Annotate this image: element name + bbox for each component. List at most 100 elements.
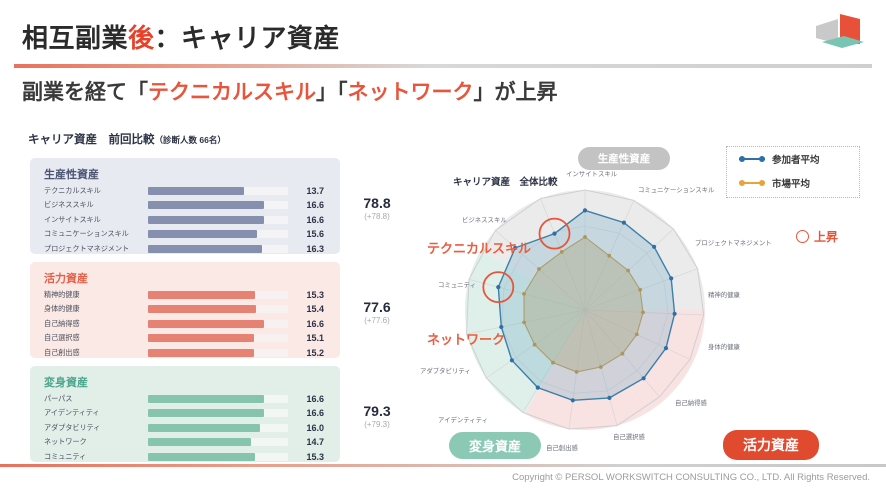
badge-vitality: 活力資産 (723, 430, 819, 460)
bar-group-vitality: 活力資産 精神的健康 15.3 身体的健康 15.4 自己納得感 16.6 自己選択感… (30, 262, 340, 358)
bar-track (148, 230, 288, 238)
bar-value: 16.6 (306, 214, 324, 225)
bar-row: パーパス 16.6 (44, 392, 328, 405)
bar-fill (148, 409, 265, 417)
bar-label: インサイトスキル (44, 214, 101, 224)
bar-value: 15.3 (306, 289, 324, 300)
bar-rows-transformation: パーパス 16.6 アイデンティティ 16.6 アダプタビリティ 16.0 ネットワー… (44, 392, 328, 465)
radar-axis-label: 身体的健康 (708, 344, 740, 351)
bar-track (148, 394, 288, 403)
left-panel-heading-text: キャリア資産 前回比較 (28, 134, 155, 146)
bar-label: ビジネススキル (44, 200, 94, 209)
subtitle-highlight-1: テクニカルスキル (148, 81, 316, 104)
radar-axis-label: インサイトスキル (566, 171, 618, 178)
bar-value: 15.6 (306, 229, 324, 239)
copyright-text: Copyright © PERSOL WORKSWITCH CONSULTING… (512, 472, 870, 483)
bar-value: 16.6 (306, 318, 324, 329)
subtitle-post: 」が上昇 (473, 81, 558, 104)
bar-label: アイデンティティ (44, 408, 100, 417)
bar-fill (148, 244, 263, 253)
bar-track (148, 305, 288, 313)
company-logo-icon (816, 14, 864, 48)
bar-label: テクニカルスキル (44, 185, 101, 195)
bar-value: 13.7 (306, 185, 324, 196)
bar-value: 16.6 (306, 393, 324, 404)
subtitle-mid: 」「 (316, 81, 348, 104)
bar-fill (148, 215, 265, 224)
total-value: 77.6 (363, 299, 391, 315)
total-delta: (+79.3) (364, 420, 390, 430)
bar-row: ビジネススキル 16.6 (44, 199, 328, 212)
bar-value: 15.2 (306, 347, 324, 358)
bar-track (148, 334, 288, 342)
bar-group-title: 生産性資産 (44, 169, 99, 181)
radar-axis-label: 精神的健康 (708, 292, 740, 299)
total-value: 78.8 (363, 195, 391, 211)
total-transformation: 79.3 (+79.3) (346, 403, 408, 430)
radar-axis-label: 自己創出感 (546, 445, 578, 452)
bar-fill (148, 186, 244, 195)
bar-value: 16.0 (306, 422, 324, 433)
left-panel-heading-sub: （診断人数 66名） (154, 135, 226, 145)
legend-item-participant: 参加者平均 (727, 147, 859, 171)
radar-axis-label: アダプタビリティ (420, 368, 471, 375)
legend-label: 市場平均 (772, 179, 811, 190)
bar-fill (148, 452, 256, 461)
total-delta: (+78.8) (364, 212, 390, 222)
bar-row: 自己創出感 15.2 (44, 346, 328, 359)
subtitle-pre: 副業を経て「 (22, 81, 148, 104)
bar-group-productivity: 生産性資産 テクニカルスキル 13.7 ビジネススキル 16.6 インサイトスキル 1… (30, 158, 340, 254)
bar-fill (148, 348, 255, 357)
bar-row: テクニカルスキル 13.7 (44, 184, 328, 197)
page-title-highlight: 後 (128, 23, 155, 53)
total-delta: (+77.6) (364, 316, 390, 326)
bar-row: 精神的健康 15.3 (44, 288, 328, 301)
highlight-circle-technical (538, 217, 571, 250)
bar-label: パーパス (44, 393, 73, 403)
bar-label: プロジェクトマネジメント (44, 243, 130, 253)
page-title: 相互副業後：キャリア資産 (22, 18, 340, 55)
bar-label: ネットワーク (44, 437, 87, 446)
bar-track (148, 438, 288, 446)
bar-track (148, 244, 288, 253)
annotation-network: ネットワーク (427, 332, 506, 347)
subtitle-highlight-2: ネットワーク (347, 81, 474, 104)
radar-axis-label: アイデンティティ (438, 417, 489, 424)
bar-fill (148, 290, 256, 299)
radar-axis-label: 自己選択感 (613, 434, 645, 441)
left-panel-heading: キャリア資産 前回比較（診断人数 66名） (28, 131, 226, 147)
radar-axis-label: ビジネススキル (462, 217, 507, 224)
rise-indicator: 上昇 (796, 228, 838, 245)
bar-label: 身体的健康 (44, 304, 80, 313)
bar-value: 15.1 (306, 333, 324, 343)
bar-row: コミュニティ 15.3 (44, 450, 328, 463)
bar-group-title: 活力資産 (44, 273, 88, 285)
bar-fill (148, 334, 254, 342)
annotation-technical-skill: テクニカルスキル (427, 241, 532, 256)
bar-track (148, 186, 288, 195)
bar-track (148, 348, 288, 357)
radar-axis-label: プロジェクトマネジメント (695, 240, 772, 247)
bar-row: アイデンティティ 16.6 (44, 407, 328, 420)
page-subtitle: 副業を経て「テクニカルスキル」「ネットワーク」が上昇 (22, 76, 558, 106)
bar-label: 精神的健康 (44, 289, 80, 299)
total-value: 79.3 (363, 403, 391, 419)
bar-row: プロジェクトマネジメント 16.3 (44, 242, 328, 255)
total-vitality: 77.6 (+77.6) (346, 299, 408, 326)
radar-chart: インサイトスキル コミュニケーションスキル プロジェクトマネジメント 精神的健康… (420, 150, 772, 460)
radar-axis-label: 自己納得感 (675, 400, 707, 407)
radar-legend: 参加者平均 市場平均 (726, 146, 860, 198)
bar-row: 自己選択感 15.1 (44, 332, 328, 345)
bar-label: 自己創出感 (44, 347, 80, 357)
bar-row: ネットワーク 14.7 (44, 436, 328, 449)
radar-series-participant (497, 209, 676, 402)
bar-value: 14.7 (306, 437, 324, 447)
bar-track (148, 409, 288, 417)
radar-axis-label: コミュニティ (438, 282, 476, 289)
radar-chart-title: キャリア資産 全体比較 (453, 177, 558, 188)
bar-row: コミュニケーションスキル 15.6 (44, 228, 328, 241)
badge-productivity: 生産性資産 (578, 147, 670, 170)
bar-fill (148, 319, 265, 328)
legend-label: 参加者平均 (772, 155, 820, 166)
bar-value: 15.4 (306, 304, 324, 314)
